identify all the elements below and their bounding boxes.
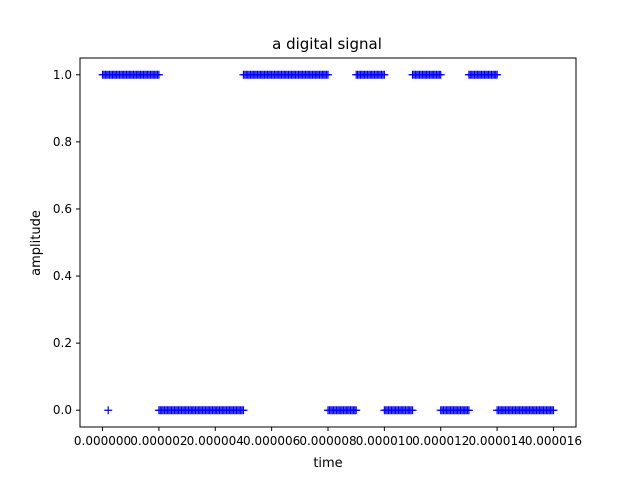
- y-tick-label: 0.4: [53, 269, 72, 283]
- signal-point: [436, 70, 445, 79]
- x-tick-label: 0.000016: [525, 434, 582, 448]
- y-tick-label: 0.2: [53, 336, 72, 350]
- x-tick-label: 0.000008: [299, 434, 356, 448]
- chart-title: a digital signal: [272, 35, 382, 53]
- x-tick-label: 0.000006: [243, 434, 300, 448]
- y-tick-label: 0.8: [53, 135, 72, 149]
- y-axis-label: amplitude: [29, 210, 44, 276]
- signal-point: [104, 406, 113, 415]
- x-tick-label: 0.000004: [187, 434, 244, 448]
- y-tick-label: 1.0: [53, 68, 72, 82]
- signal-point: [493, 70, 502, 79]
- signal-point: [380, 70, 389, 79]
- signal-point: [549, 406, 558, 415]
- x-tick-label: 0.000014: [468, 434, 525, 448]
- signal-point: [408, 406, 417, 415]
- x-axis-ticks: 0.000000 0.000002 0.000004 0.000006 0.000008…: [74, 427, 582, 448]
- signal-point: [464, 406, 473, 415]
- x-tick-label: 0.000010: [356, 434, 413, 448]
- signal-points: [98, 70, 558, 415]
- y-tick-label: 0.6: [53, 202, 72, 216]
- signal-point: [239, 406, 248, 415]
- plot-frame: [79, 57, 577, 428]
- signal-point: [154, 70, 163, 79]
- signal-point: [352, 406, 361, 415]
- signal-point: [324, 70, 332, 79]
- y-axis-ticks: 0.0 0.2 0.4 0.6 0.8 1.0: [53, 68, 80, 417]
- x-tick-label: 0.000012: [412, 434, 469, 448]
- x-axis-label: time: [313, 456, 342, 471]
- y-tick-label: 0.0: [53, 403, 72, 417]
- x-tick-label: 0.000002: [130, 434, 187, 448]
- x-tick-label: 0.000000: [74, 434, 131, 448]
